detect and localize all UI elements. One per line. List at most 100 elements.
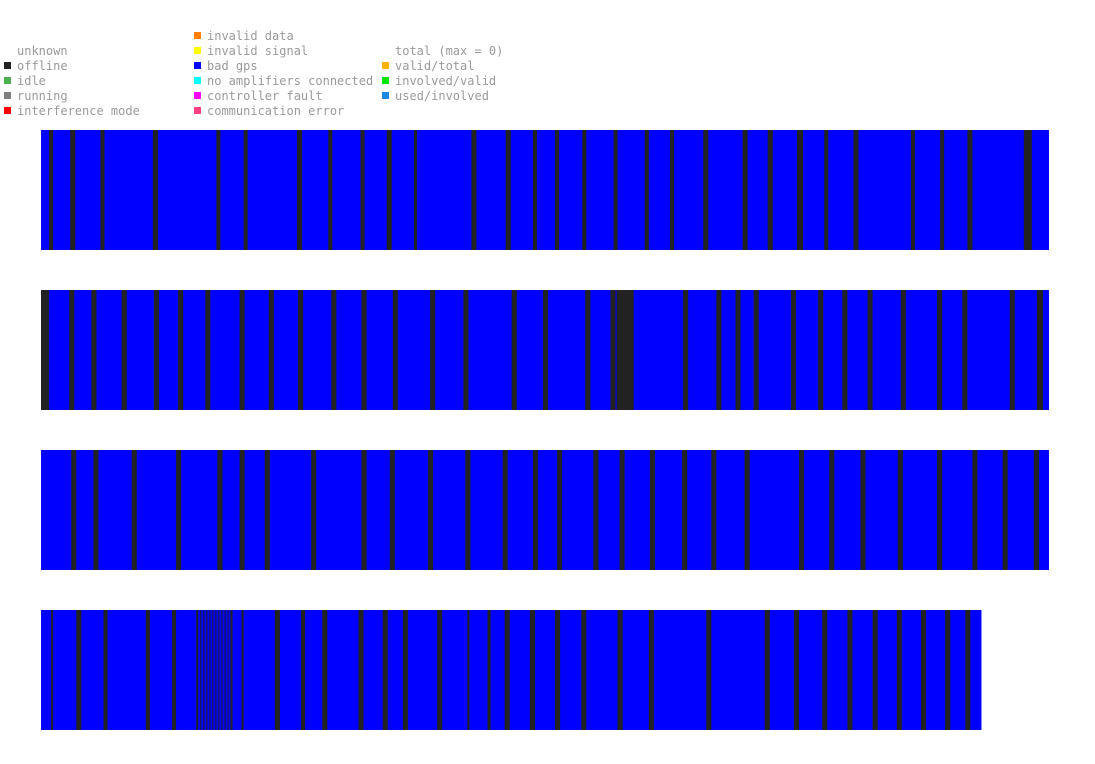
legend-swatch (382, 62, 389, 69)
legend-swatch (4, 107, 11, 114)
offline-segment (593, 450, 599, 570)
offline-segment (962, 290, 968, 410)
offline-segment (818, 290, 824, 410)
offline-segment (389, 450, 395, 570)
offline-segment (790, 290, 796, 410)
offline-segment (413, 130, 417, 250)
offline-segment (172, 610, 177, 730)
offline-segment (463, 290, 469, 410)
timeline-strip (41, 610, 982, 730)
offline-segment (331, 290, 337, 410)
offline-segment (311, 450, 317, 570)
offline-segment (532, 130, 537, 250)
offline-segment (767, 130, 773, 250)
legend-label: offline (17, 59, 68, 73)
offline-segment (829, 450, 835, 570)
offline-segment (243, 130, 248, 250)
offline-segment (644, 130, 649, 250)
offline-segment (465, 450, 471, 570)
offline-segment (218, 610, 220, 730)
offline-segment (744, 450, 750, 570)
offline-segment (822, 610, 828, 730)
offline-segment (824, 130, 829, 250)
offline-segment (153, 290, 159, 410)
offline-segment (91, 290, 97, 410)
offline-segment (799, 450, 805, 570)
offline-segment (972, 450, 978, 570)
legend-label: unknown (17, 44, 68, 58)
offline-segment (49, 130, 54, 250)
offline-segment (920, 610, 927, 730)
legend-label: total (max = 0) (395, 44, 504, 58)
offline-segment (703, 130, 709, 250)
legend-label: valid/total (395, 59, 475, 73)
offline-segment (649, 450, 655, 570)
offline-segment (511, 290, 517, 410)
legend-column-states: unknown offline idle running interference mo… (4, 44, 189, 124)
offline-segment (706, 610, 712, 730)
legend-label: used/involved (395, 89, 489, 103)
strip-background-bad-gps (41, 610, 982, 730)
offline-segment (216, 130, 221, 250)
legend-label: interference mode (17, 104, 140, 118)
offline-segment (428, 450, 434, 570)
offline-segment (735, 290, 741, 410)
offline-segment (145, 610, 150, 730)
legend-column-ratios: total (max = 0) valid/total involved/valid… (382, 44, 532, 124)
offline-segment (224, 610, 226, 730)
offline-segment (76, 610, 82, 730)
offline-segment (93, 450, 99, 570)
timeline-strip (41, 450, 1049, 570)
offline-segment (711, 450, 717, 570)
offline-segment (853, 130, 859, 250)
offline-segment (683, 290, 689, 410)
legend-swatch (194, 107, 201, 114)
offline-segment (361, 450, 367, 570)
legend-swatch (382, 92, 389, 99)
offline-segment (529, 610, 535, 730)
offline-segment (648, 610, 654, 730)
strip-background-bad-gps (41, 450, 1049, 570)
offline-segment (467, 610, 470, 730)
offline-segment (382, 610, 388, 730)
offline-segment (1036, 290, 1043, 410)
offline-segment (298, 290, 304, 410)
offline-segment (557, 450, 563, 570)
legend-swatch (382, 77, 389, 84)
offline-segment (361, 290, 367, 410)
offline-segment (793, 610, 800, 730)
offline-segment (402, 610, 408, 730)
legend-column-errors: invalid data invalid signal bad gps no ampl… (194, 29, 379, 124)
offline-segment (965, 610, 971, 730)
offline-segment (581, 610, 587, 730)
offline-segment (178, 290, 184, 410)
offline-segment (131, 450, 137, 570)
offline-segment (358, 610, 364, 730)
offline-segment (617, 610, 623, 730)
offline-segment (1002, 450, 1008, 570)
legend-label: running (17, 89, 68, 103)
offline-segment (121, 290, 127, 410)
offline-segment (241, 610, 244, 730)
offline-segment (297, 130, 303, 250)
offline-segment (940, 130, 945, 250)
offline-segment (69, 290, 75, 410)
timeline-strip (41, 130, 1049, 250)
offline-segment (716, 290, 722, 410)
offline-segment (555, 610, 561, 730)
offline-segment (71, 450, 77, 570)
offline-segment (215, 610, 217, 730)
offline-segment (1023, 130, 1032, 250)
offline-segment (328, 130, 333, 250)
offline-segment (176, 450, 182, 570)
offline-segment (471, 130, 477, 250)
offline-segment (753, 290, 759, 410)
legend-swatch (194, 47, 201, 54)
offline-segment (274, 610, 280, 730)
offline-segment (51, 610, 54, 730)
legend-swatch (4, 77, 11, 84)
offline-segment (203, 610, 205, 730)
offline-segment (230, 610, 233, 730)
legend-swatch (194, 77, 201, 84)
